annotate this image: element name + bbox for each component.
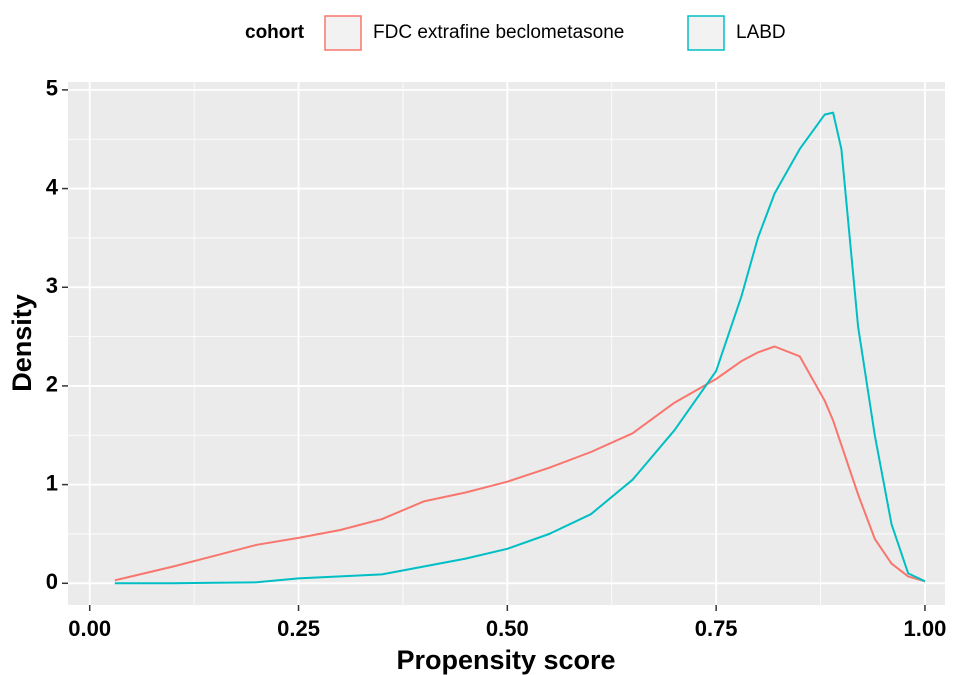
y-axis-label: Density bbox=[7, 294, 37, 392]
x-tick-label: 0.75 bbox=[695, 616, 738, 641]
density-line bbox=[114, 345, 926, 583]
legend-key bbox=[324, 15, 362, 51]
legend-label: FDC extrafine beclometasone bbox=[373, 22, 624, 43]
y-tick-label: 0 bbox=[46, 569, 58, 594]
y-tick-label: 2 bbox=[46, 372, 58, 397]
legend-title: cohort bbox=[245, 22, 305, 43]
x-tick-label: 0.25 bbox=[277, 616, 320, 641]
legend-key bbox=[687, 15, 725, 51]
y-tick-label: 4 bbox=[46, 174, 59, 199]
x-tick-label: 0.00 bbox=[68, 616, 111, 641]
x-tick-label: 0.50 bbox=[486, 616, 529, 641]
y-tick-label: 3 bbox=[46, 273, 58, 298]
x-tick-label: 1.00 bbox=[904, 616, 947, 641]
y-tick-label: 1 bbox=[46, 470, 58, 495]
density-line bbox=[114, 111, 926, 585]
x-axis-label: Propensity score bbox=[396, 645, 615, 675]
legend-label: LABD bbox=[736, 22, 786, 43]
y-tick-label: 5 bbox=[46, 76, 58, 101]
